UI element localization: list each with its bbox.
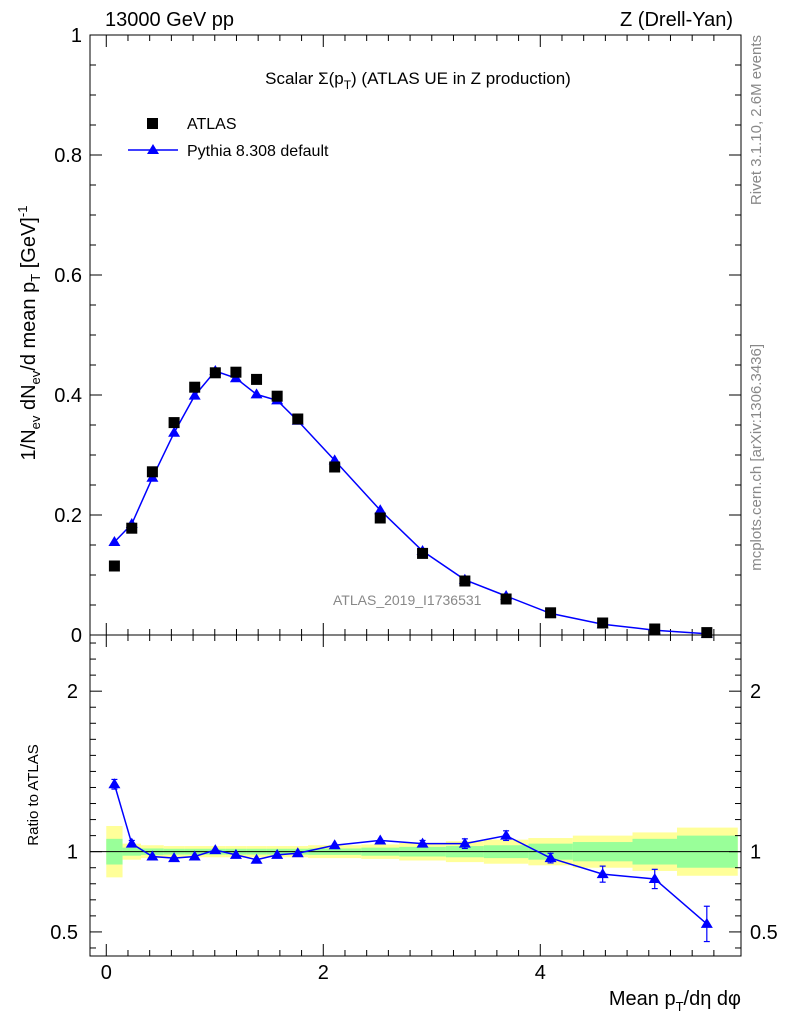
atlas-point [597, 617, 609, 629]
legend-label-pythia: Pythia 8.308 default [187, 143, 329, 160]
ratio-point [168, 852, 181, 863]
ratio-point [328, 839, 341, 850]
ratio-point [229, 848, 242, 859]
legend-marker-pythia [147, 144, 159, 154]
atlas-point [209, 367, 221, 379]
ratio-point [125, 837, 138, 848]
ratio-plot-frame [89, 634, 742, 957]
ratio-y-tick-label: 2 [67, 681, 78, 703]
header-left: 13000 GeV pp [105, 9, 234, 31]
atlas-point [230, 366, 242, 378]
ratio-point [374, 834, 387, 845]
x-axis-label: Mean pT/dη dφ [609, 988, 741, 1014]
y-tick-label: 1 [71, 25, 82, 47]
ratio-plot [90, 778, 741, 943]
atlas-point [108, 560, 120, 572]
ratio-y-tick-label: 1 [750, 842, 761, 864]
legend: ATLAS Pythia 8.308 default [128, 116, 329, 160]
pythia-point [168, 426, 181, 437]
y-tick-label: 0.6 [54, 265, 82, 287]
atlas-point [168, 417, 180, 429]
atlas-point [459, 575, 471, 587]
pythia-point [108, 536, 121, 546]
atlas-point [329, 461, 341, 473]
ratio-point [700, 917, 713, 928]
x-tick-label: 0 [101, 962, 112, 984]
atlas-point [251, 373, 263, 385]
rivet-info: Rivet 3.1.10, 2.6M events [748, 35, 765, 205]
ratio-point [458, 837, 471, 848]
x-tick-label: 4 [535, 962, 546, 984]
ratio-y-tick-label: 0.5 [750, 922, 778, 944]
ratio-point [108, 778, 121, 789]
ratio-y-tick-label: 2 [750, 681, 761, 703]
ratio-point [291, 847, 304, 858]
analysis-watermark: ATLAS_2019_I1736531 [333, 592, 482, 608]
atlas-point [374, 512, 386, 524]
mcplots-info: mcplots.cern.ch [arXiv:1306.3436] [748, 344, 765, 571]
main-plot [108, 365, 713, 639]
y-tick-label: 0.8 [54, 145, 82, 167]
ratio-point [250, 853, 263, 864]
y-axis-label: 1/Nev dNev/d mean pT [GeV]-1 [15, 206, 43, 461]
y-tick-label: 0 [71, 625, 82, 647]
y-tick-label: 0.4 [54, 385, 82, 407]
ratio-point [544, 852, 557, 863]
ratio-point [209, 844, 222, 855]
ratio-y-axis-label: Ratio to ATLAS [25, 744, 42, 845]
ratio-point [596, 868, 609, 879]
ratio-point [271, 848, 284, 859]
atlas-point [701, 627, 713, 639]
ratio-point [500, 829, 513, 840]
atlas-point [146, 466, 158, 478]
pythia-point [188, 389, 201, 400]
atlas-point [292, 413, 304, 425]
ratio-point [648, 872, 661, 883]
atlas-point [189, 381, 201, 393]
ratio-y-tick-label: 1 [67, 842, 78, 864]
header-right: Z (Drell-Yan) [620, 9, 733, 31]
atlas-point [271, 390, 283, 402]
ratio-point [416, 837, 429, 848]
ratio-y-tick-label: 0.5 [50, 922, 78, 944]
ratio-point [188, 850, 201, 861]
legend-label-atlas: ATLAS [187, 116, 237, 133]
atlas-point [417, 547, 429, 559]
x-tick-label: 2 [318, 962, 329, 984]
pythia-point [250, 388, 263, 399]
atlas-point [500, 593, 512, 605]
legend-marker-atlas [147, 118, 158, 129]
atlas-point [545, 607, 557, 619]
ratio-point [146, 850, 159, 861]
pythia-point [374, 504, 387, 515]
y-tick-label: 0.2 [54, 505, 82, 527]
atlas-point [126, 522, 138, 534]
chart-title: Scalar Σ(pT) (ATLAS UE in Z production) [265, 69, 571, 92]
atlas-point [649, 623, 661, 635]
